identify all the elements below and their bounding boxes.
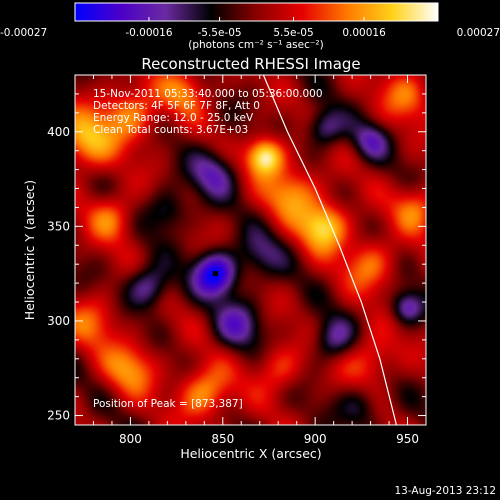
annotation-clean: Clean Total counts: 3.67E+03 [93, 124, 248, 136]
x-tick-label: 900 [304, 432, 327, 446]
colorbar: -0.00027 -0.00016 -5.5e-05 5.5e-05 0.00016 0.… [0, 2, 500, 51]
y-tick-label: 300 [47, 314, 70, 328]
plot-frame [74, 74, 427, 426]
annotation-block: 15-Nov-2011 05:33:40.000 to 05:36:00.000… [93, 88, 323, 410]
footer-timestamp: 13-Aug-2013 23:12 [394, 485, 496, 497]
colorbar-tick-label: -0.00016 [125, 27, 173, 39]
solar-limb-curve [262, 75, 398, 425]
x-tick-label: 850 [211, 432, 234, 446]
colorbar-strip [74, 2, 439, 22]
x-tick-label: 800 [119, 432, 142, 446]
colorbar-tick-label: 5.5e-05 [273, 27, 313, 39]
colorbar-tick-label: 0.00027 [457, 27, 500, 39]
colorbar-label: (photons cm⁻² s⁻¹ asec⁻²) [188, 39, 323, 51]
colorbar-ticks: -0.00027 -0.00016 -5.5e-05 5.5e-05 0.00016 0.… [0, 17, 500, 39]
x-tick-label: 950 [396, 432, 419, 446]
axis-ticks: 800 850 900 950 250 300 350 400 [47, 74, 427, 446]
peak-position-label: Position of Peak = [873,387] [93, 398, 243, 410]
annotation-energy: Energy Range: 12.0 - 25.0 keV [93, 112, 254, 124]
y-tick-label: 400 [47, 125, 70, 139]
chart-title: Reconstructed RHESSI Image [141, 55, 360, 73]
x-axis-label: Heliocentric X (arcsec) [180, 446, 321, 461]
y-axis-label: Heliocentric Y (arcsec) [22, 180, 37, 320]
annotation-time: 15-Nov-2011 05:33:40.000 to 05:36:00.000 [93, 88, 323, 100]
colorbar-tick-label: -5.5e-05 [197, 27, 241, 39]
colorbar-tick-label: 0.00016 [342, 27, 386, 39]
minimum-marker [212, 271, 218, 277]
heatmap-image [75, 75, 426, 425]
annotation-detectors: Detectors: 4F 5F 6F 7F 8F, Att 0 [93, 100, 260, 112]
y-tick-label: 250 [47, 409, 70, 423]
y-tick-label: 350 [47, 219, 70, 233]
colorbar-tick-label: -0.00027 [0, 27, 47, 39]
plot-area: 800 850 900 950 250 300 350 400 [47, 74, 427, 446]
